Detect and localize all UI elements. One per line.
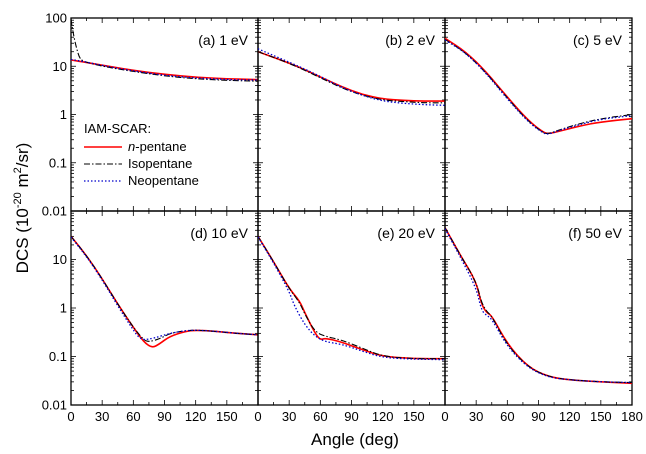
- panel-1: 100 10 1 0.1 0.01 (a) 1 eV: [42, 11, 259, 219]
- series-line-n-pentane: [445, 37, 632, 135]
- series-line-neopentane: [258, 236, 445, 361]
- y-tick-label: 0.01: [42, 204, 67, 219]
- series-line-isopentane: [258, 51, 445, 104]
- legend-entry: Isopentane: [128, 156, 192, 171]
- x-tick-label: 60: [313, 409, 327, 424]
- panel-curves: [258, 48, 445, 106]
- panel-label: (a) 1 eV: [198, 32, 248, 48]
- legend-entry-prefix: n: [128, 139, 135, 154]
- series-line-n-pentane: [258, 235, 445, 360]
- legend-entry-label: Neopentane: [128, 173, 199, 188]
- panel-curves: [445, 37, 632, 135]
- legend-entry: n-pentane: [128, 139, 187, 154]
- x-tick-label: 60: [126, 409, 140, 424]
- x-tick-label: 90: [531, 409, 545, 424]
- panel-label: (b) 2 eV: [385, 32, 435, 48]
- x-tick-label: 0: [441, 409, 448, 424]
- panel-curves: [71, 235, 258, 348]
- series-line-isopentane: [71, 19, 258, 82]
- x-tick-label: 150: [590, 409, 612, 424]
- y-tick-label: 100: [45, 11, 67, 26]
- panel-label: (c) 5 eV: [573, 32, 623, 48]
- series-line-neopentane: [445, 228, 632, 384]
- series-line-neopentane: [71, 58, 258, 81]
- legend-entry-label: Isopentane: [128, 156, 192, 171]
- panel-5: 0 30 60 90 120 150 (e) 20 eV: [254, 210, 446, 424]
- x-tick-label: 60: [500, 409, 514, 424]
- x-tick-label: 180: [621, 409, 643, 424]
- panel-3: (c) 5 eV: [444, 17, 633, 212]
- series-line-neopentane: [71, 236, 258, 341]
- y-tick-label: 10: [53, 59, 67, 74]
- x-tick-label: 90: [344, 409, 358, 424]
- legend-title: IAM-SCAR:: [84, 121, 151, 136]
- x-tick-label: 120: [185, 409, 207, 424]
- x-tick-label: 150: [403, 409, 425, 424]
- legend: IAM-SCAR: n-pentane Isopentane Neopentane: [84, 121, 199, 188]
- series-line-isopentane: [258, 236, 445, 360]
- series-line-neopentane: [258, 48, 445, 106]
- series-line-neopentane: [445, 39, 632, 135]
- series-line-n-pentane: [71, 59, 258, 81]
- legend-entry: Neopentane: [128, 173, 199, 188]
- panel-2: (b) 2 eV: [257, 17, 446, 212]
- panel-label: (e) 20 eV: [377, 225, 435, 241]
- panel-curves: [71, 19, 258, 82]
- y-tick-label: 0.01: [42, 398, 67, 413]
- series-line-n-pentane: [71, 235, 258, 348]
- panel-curves: [445, 227, 632, 385]
- series-line-n-pentane: [445, 227, 632, 385]
- x-tick-label: 0: [67, 409, 74, 424]
- y-tick-label: 1: [60, 301, 67, 316]
- x-tick-label: 30: [469, 409, 483, 424]
- series-line-isopentane: [445, 38, 632, 134]
- x-tick-label: 30: [282, 409, 296, 424]
- series-line-isopentane: [71, 236, 258, 342]
- x-axis-title: Angle (deg): [311, 430, 399, 449]
- x-tick-label: 120: [559, 409, 581, 424]
- x-tick-label: 0: [254, 409, 261, 424]
- y-tick-label: 0.1: [49, 349, 67, 364]
- x-tick-label: 90: [157, 409, 171, 424]
- x-tick-label: 150: [216, 409, 238, 424]
- y-tick-label: 10: [53, 252, 67, 267]
- panel-label: (d) 10 eV: [190, 225, 248, 241]
- series-line-isopentane: [445, 227, 632, 384]
- panel-curves: [258, 235, 445, 361]
- y-tick-label: 0.1: [49, 155, 67, 170]
- x-tick-label: 30: [95, 409, 109, 424]
- legend-entry-label: -pentane: [135, 139, 186, 154]
- y-tick-label: 1: [60, 107, 67, 122]
- panel-label: (f) 50 eV: [568, 225, 622, 241]
- panel-6: 0 30 60 90 120 150 180 (f) 50 eV: [441, 210, 643, 424]
- y-axis-title: DCS (10-20 m2/sr): [12, 143, 32, 274]
- x-tick-label: 120: [372, 409, 394, 424]
- series-line-n-pentane: [258, 50, 445, 102]
